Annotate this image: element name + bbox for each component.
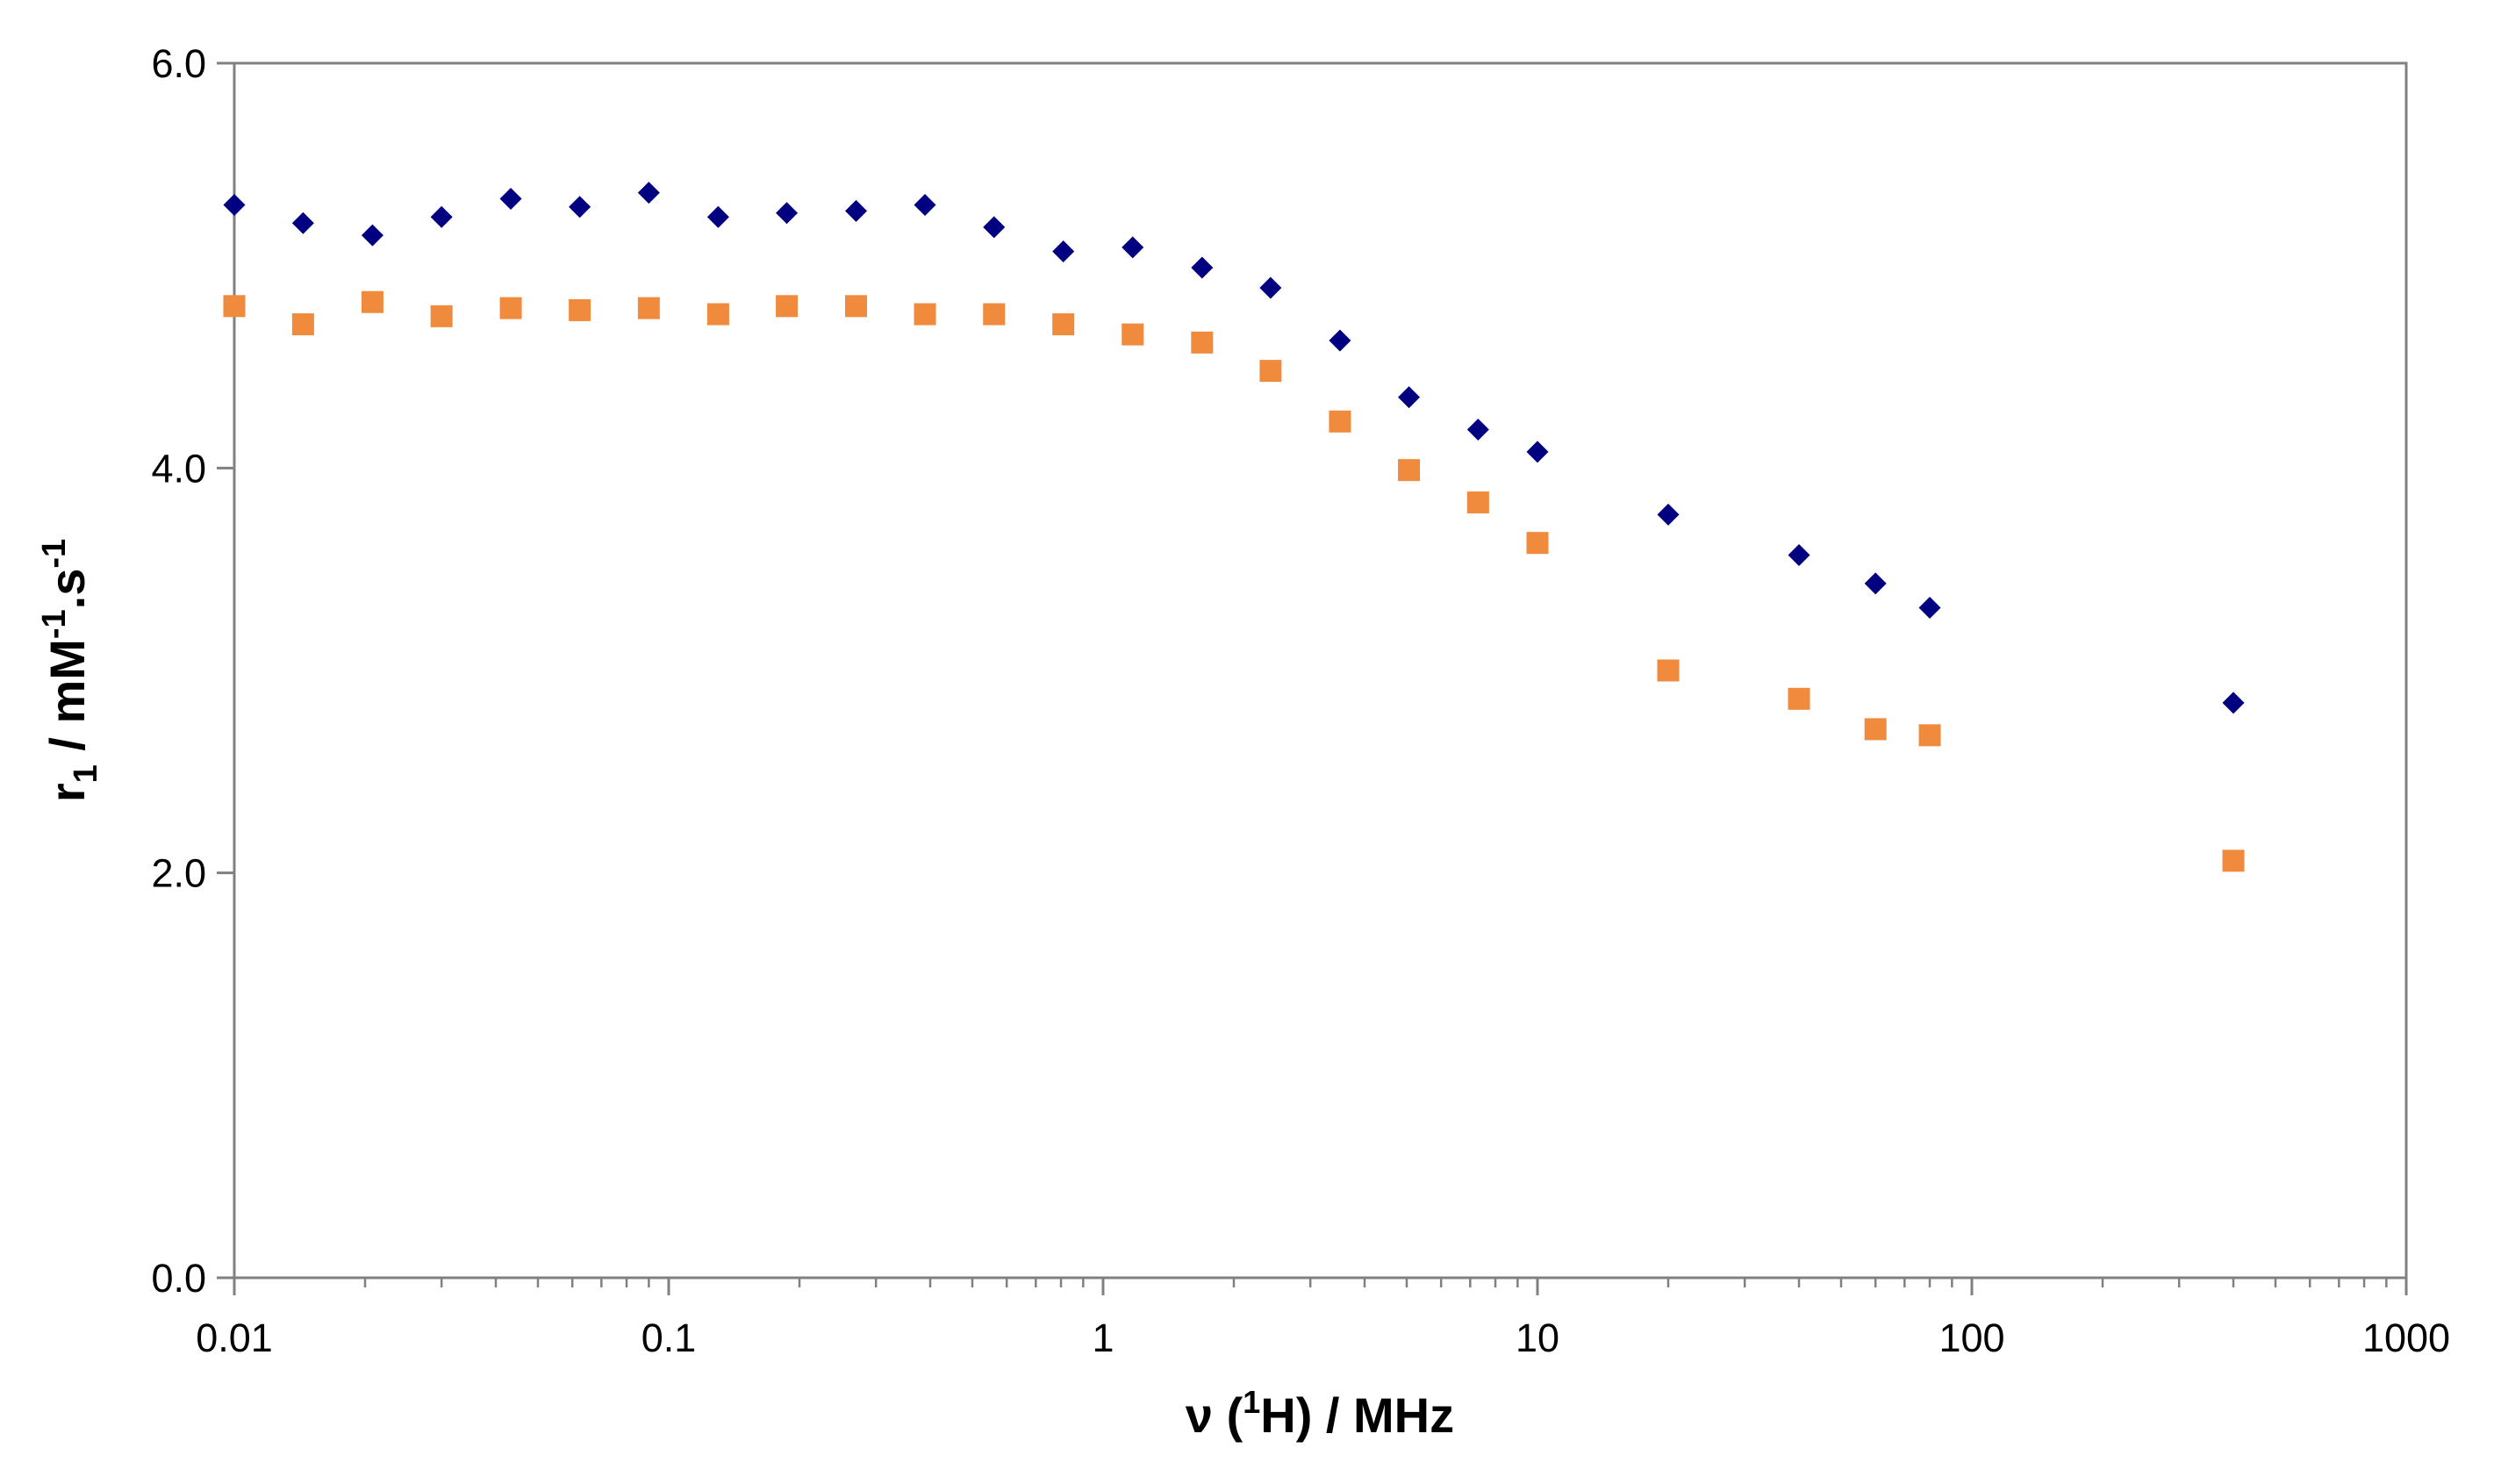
data-point-diamond — [1191, 256, 1214, 279]
data-point-square — [1329, 410, 1351, 433]
data-point-square — [637, 297, 660, 319]
x-tick-label: 1 — [1092, 1316, 1114, 1360]
data-point-square — [1918, 724, 1941, 747]
data-point-diamond — [430, 205, 453, 228]
data-point-square — [706, 303, 729, 326]
data-point-diamond — [1526, 441, 1549, 463]
data-point-square — [1526, 532, 1549, 555]
data-point-diamond — [569, 196, 591, 219]
data-point-diamond — [637, 182, 660, 204]
data-point-square — [1864, 718, 1887, 741]
data-point-diamond — [706, 205, 729, 228]
x-axis-title: ν (1H) / MHz — [1186, 1384, 1454, 1443]
data-point-diamond — [223, 193, 246, 216]
data-point-square — [1398, 459, 1421, 482]
data-point-diamond — [776, 202, 799, 225]
data-point-square — [845, 295, 868, 318]
data-point-diamond — [1657, 503, 1680, 526]
x-tick-label: 10 — [1516, 1316, 1559, 1360]
data-point-diamond — [361, 224, 383, 247]
data-point-diamond — [291, 211, 314, 234]
plot-area — [233, 61, 2408, 1280]
data-point-square — [1466, 491, 1489, 514]
data-point-diamond — [1788, 544, 1810, 567]
y-axis-title: r1 / mM-1.s-1 — [36, 539, 104, 802]
x-tick-label: 0.01 — [196, 1316, 273, 1360]
data-point-square — [223, 295, 246, 318]
y-tick-label: 2.0 — [151, 851, 206, 896]
data-point-square — [291, 313, 314, 336]
data-point-square — [1052, 313, 1075, 336]
x-axis: 0.01 0.1 1 10 100 1000 — [196, 1278, 2450, 1360]
data-point-diamond — [1052, 240, 1075, 263]
data-point-diamond — [983, 216, 1006, 239]
y-axis: 0.0 2.0 4.0 6.0 — [151, 41, 234, 1301]
data-point-square — [1657, 659, 1680, 682]
data-point-diamond — [2222, 692, 2245, 714]
data-point-square — [2222, 850, 2245, 872]
data-point-diamond — [499, 188, 522, 211]
x-tick-label: 100 — [1939, 1316, 2004, 1360]
data-point-diamond — [914, 193, 936, 216]
data-point-diamond — [1259, 276, 1282, 299]
data-point-diamond — [1918, 596, 1941, 619]
series-2 — [223, 290, 2245, 872]
y-tick-label: 6.0 — [151, 41, 206, 86]
data-point-square — [1259, 360, 1282, 383]
data-point-square — [914, 303, 936, 326]
data-point-diamond — [1398, 386, 1421, 409]
data-point-square — [1191, 331, 1214, 354]
data-point-diamond — [845, 199, 868, 222]
data-point-square — [430, 305, 453, 327]
data-point-square — [1788, 687, 1810, 710]
series-layer — [223, 182, 2245, 872]
y-tick-label: 4.0 — [151, 446, 206, 491]
data-point-square — [499, 297, 522, 319]
data-point-diamond — [1864, 572, 1887, 595]
data-point-square — [361, 290, 383, 313]
data-point-diamond — [1466, 419, 1489, 441]
data-point-square — [1122, 323, 1144, 346]
data-point-square — [569, 298, 591, 321]
x-tick-label: 0.1 — [641, 1316, 697, 1360]
y-tick-label: 0.0 — [151, 1256, 206, 1301]
data-point-square — [983, 303, 1006, 326]
data-point-diamond — [1122, 236, 1144, 259]
data-point-square — [776, 295, 799, 318]
series-1 — [223, 182, 2245, 714]
data-point-diamond — [1329, 329, 1351, 352]
x-tick-label: 1000 — [2362, 1316, 2450, 1360]
